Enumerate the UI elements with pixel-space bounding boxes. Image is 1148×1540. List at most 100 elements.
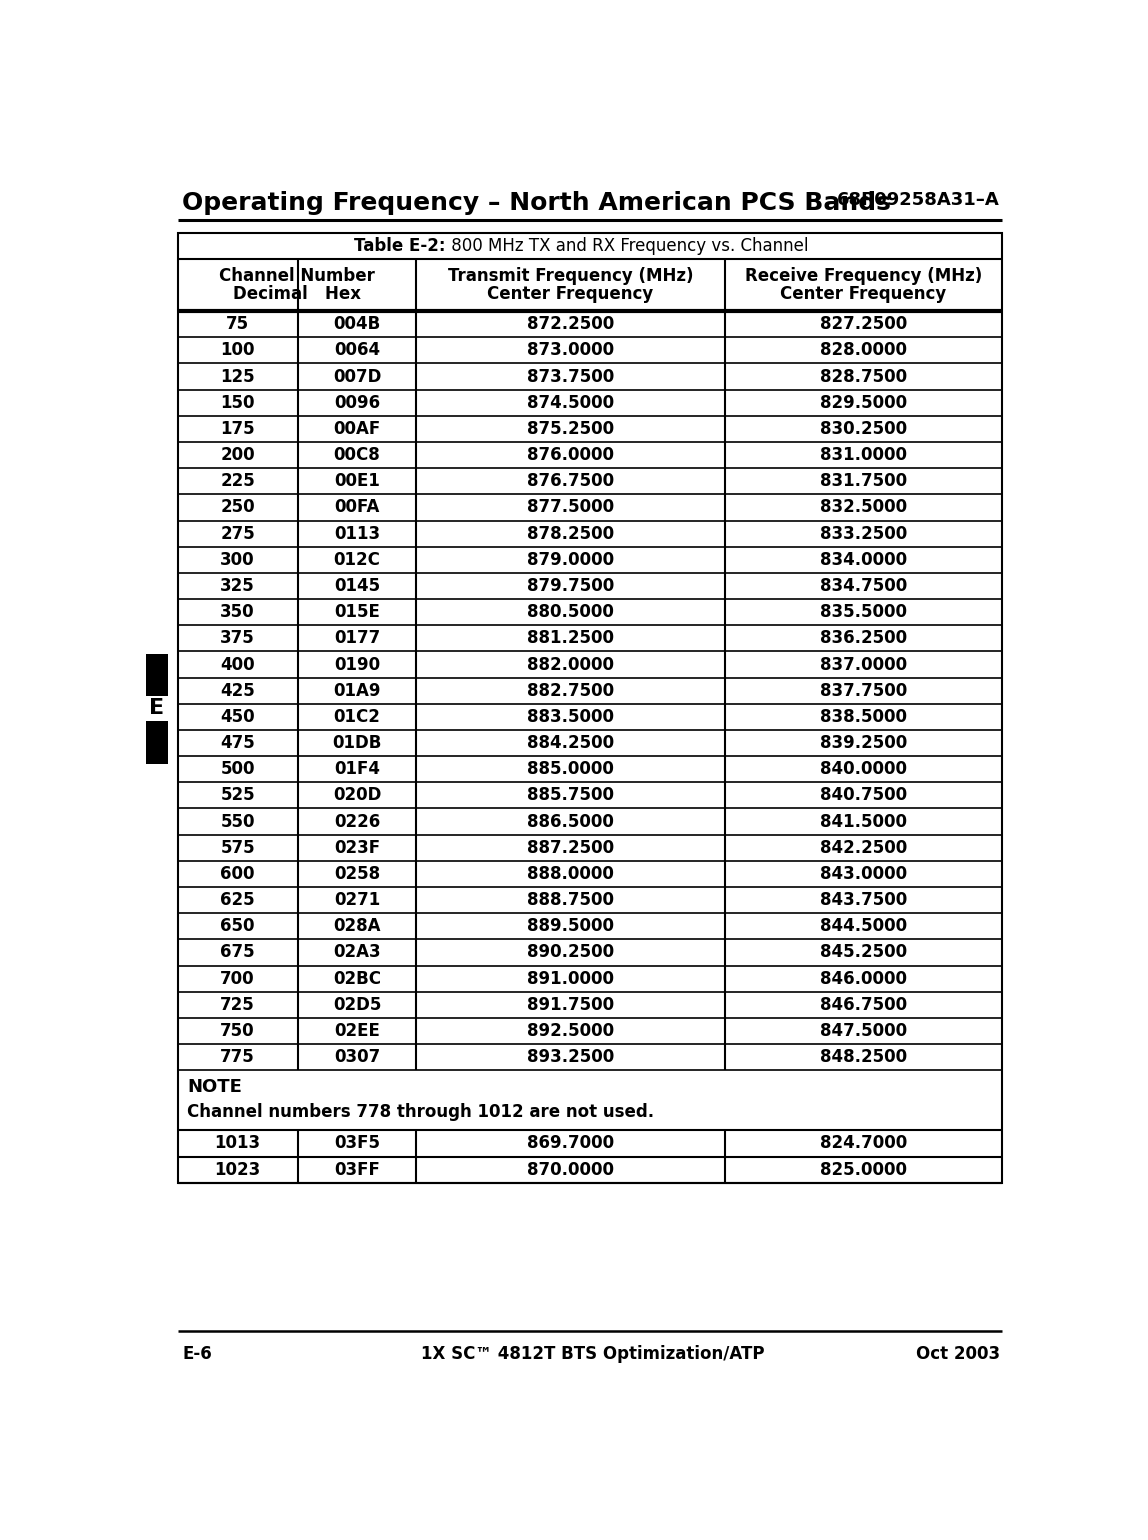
Text: 625: 625 — [220, 892, 255, 909]
Text: 876.7500: 876.7500 — [527, 473, 614, 490]
Text: 0226: 0226 — [334, 813, 380, 830]
Text: 884.2500: 884.2500 — [527, 735, 614, 752]
Text: 875.2500: 875.2500 — [527, 420, 614, 437]
Text: 827.2500: 827.2500 — [820, 316, 907, 333]
Text: Transmit Frequency (MHz): Transmit Frequency (MHz) — [448, 266, 693, 285]
Text: 837.7500: 837.7500 — [820, 682, 907, 699]
Text: 844.5000: 844.5000 — [820, 918, 907, 935]
Text: 834.0000: 834.0000 — [820, 551, 907, 568]
Text: 839.2500: 839.2500 — [820, 735, 907, 752]
Text: NOTE: NOTE — [187, 1078, 242, 1096]
Text: 824.7000: 824.7000 — [820, 1135, 907, 1152]
Text: 03FF: 03FF — [334, 1161, 380, 1178]
Text: 840.7500: 840.7500 — [820, 787, 907, 804]
Text: 725: 725 — [220, 996, 255, 1013]
Text: 838.5000: 838.5000 — [820, 708, 907, 725]
Text: 891.7500: 891.7500 — [527, 996, 614, 1013]
Text: Table E-2:: Table E-2: — [355, 237, 445, 256]
Text: 02EE: 02EE — [334, 1023, 380, 1040]
Text: 836.2500: 836.2500 — [820, 630, 907, 647]
Text: 03F5: 03F5 — [334, 1135, 380, 1152]
Text: 829.5000: 829.5000 — [820, 394, 907, 411]
Text: 883.5000: 883.5000 — [527, 708, 614, 725]
Text: 00FA: 00FA — [334, 499, 380, 516]
Text: 885.7500: 885.7500 — [527, 787, 614, 804]
Text: 500: 500 — [220, 761, 255, 778]
Text: 02A3: 02A3 — [333, 944, 381, 961]
Text: 874.5000: 874.5000 — [527, 394, 614, 411]
Text: 015E: 015E — [334, 604, 380, 621]
Text: 00C8: 00C8 — [334, 447, 380, 464]
Text: 150: 150 — [220, 394, 255, 411]
Text: 68P09258A31–A: 68P09258A31–A — [837, 191, 1000, 209]
Text: 828.7500: 828.7500 — [820, 368, 907, 385]
Text: 843.7500: 843.7500 — [820, 892, 907, 909]
Text: 100: 100 — [220, 342, 255, 359]
Text: Receive Frequency (MHz): Receive Frequency (MHz) — [745, 266, 982, 285]
Text: 881.2500: 881.2500 — [527, 630, 614, 647]
Text: 889.5000: 889.5000 — [527, 918, 614, 935]
Text: 020D: 020D — [333, 787, 381, 804]
Text: 75: 75 — [226, 316, 249, 333]
Text: 525: 525 — [220, 787, 255, 804]
Text: 200: 200 — [220, 447, 255, 464]
Text: 891.0000: 891.0000 — [527, 970, 614, 987]
Text: 700: 700 — [220, 970, 255, 987]
Text: 800 MHz TX and RX Frequency vs. Channel: 800 MHz TX and RX Frequency vs. Channel — [445, 237, 808, 256]
Text: 450: 450 — [220, 708, 255, 725]
Text: 872.2500: 872.2500 — [527, 316, 614, 333]
Text: 550: 550 — [220, 813, 255, 830]
Text: 0307: 0307 — [334, 1049, 380, 1066]
Text: 831.0000: 831.0000 — [820, 447, 907, 464]
Text: 846.7500: 846.7500 — [820, 996, 907, 1013]
Text: 831.7500: 831.7500 — [820, 473, 907, 490]
Text: 843.0000: 843.0000 — [820, 865, 907, 882]
Text: 848.2500: 848.2500 — [820, 1049, 907, 1066]
Text: 892.5000: 892.5000 — [527, 1023, 614, 1040]
Text: E-6: E-6 — [183, 1344, 212, 1363]
Text: 02D5: 02D5 — [333, 996, 381, 1013]
Text: 893.2500: 893.2500 — [527, 1049, 614, 1066]
Text: 250: 250 — [220, 499, 255, 516]
Text: 225: 225 — [220, 473, 255, 490]
Text: Center Frequency: Center Frequency — [781, 285, 947, 303]
Text: 873.0000: 873.0000 — [527, 342, 614, 359]
Text: 832.5000: 832.5000 — [820, 499, 907, 516]
Text: 837.0000: 837.0000 — [820, 656, 907, 673]
Text: 841.5000: 841.5000 — [820, 813, 907, 830]
Text: 877.5000: 877.5000 — [527, 499, 614, 516]
Text: 300: 300 — [220, 551, 255, 568]
Text: 004B: 004B — [333, 316, 381, 333]
Text: 0190: 0190 — [334, 656, 380, 673]
Text: 846.0000: 846.0000 — [820, 970, 907, 987]
Text: 828.0000: 828.0000 — [820, 342, 907, 359]
Text: 325: 325 — [220, 578, 255, 594]
Text: 675: 675 — [220, 944, 255, 961]
Text: 775: 775 — [220, 1049, 255, 1066]
Text: 175: 175 — [220, 420, 255, 437]
Text: 840.0000: 840.0000 — [820, 761, 907, 778]
Text: 575: 575 — [220, 839, 255, 856]
Text: 842.2500: 842.2500 — [820, 839, 907, 856]
Text: 890.2500: 890.2500 — [527, 944, 614, 961]
Bar — [178, 233, 1002, 1183]
Text: 125: 125 — [220, 368, 255, 385]
Text: 01F4: 01F4 — [334, 761, 380, 778]
Text: 0113: 0113 — [334, 525, 380, 542]
Bar — [146, 653, 168, 696]
Text: 878.2500: 878.2500 — [527, 525, 614, 542]
Text: 275: 275 — [220, 525, 255, 542]
Text: 475: 475 — [220, 735, 255, 752]
Text: 880.5000: 880.5000 — [527, 604, 614, 621]
Text: 876.0000: 876.0000 — [527, 447, 614, 464]
Text: 887.2500: 887.2500 — [527, 839, 614, 856]
Bar — [146, 721, 168, 764]
Text: Operating Frequency – North American PCS Bands: Operating Frequency – North American PCS… — [183, 191, 891, 216]
Text: 825.0000: 825.0000 — [820, 1161, 907, 1178]
Text: 879.0000: 879.0000 — [527, 551, 614, 568]
Text: Channel numbers 778 through 1012 are not used.: Channel numbers 778 through 1012 are not… — [187, 1103, 654, 1121]
Text: 847.5000: 847.5000 — [820, 1023, 907, 1040]
Text: 0064: 0064 — [334, 342, 380, 359]
Text: 0145: 0145 — [334, 578, 380, 594]
Text: 0258: 0258 — [334, 865, 380, 882]
